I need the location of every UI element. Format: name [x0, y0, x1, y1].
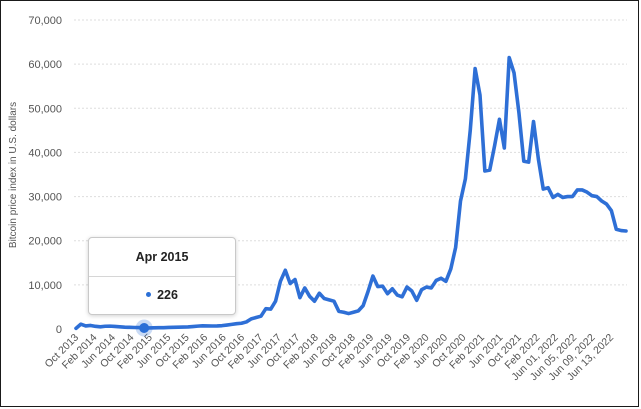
- y-tick-label: 50,000: [28, 103, 62, 115]
- y-tick-label: 70,000: [28, 15, 62, 27]
- y-tick-label: 40,000: [28, 147, 62, 159]
- y-axis-ticks: 0 10,000 20,000 30,000 40,000 50,000 60,000 70,…: [28, 15, 62, 336]
- y-tick-label: 30,000: [28, 192, 62, 204]
- tooltip-title: Apr 2015: [89, 238, 235, 277]
- y-axis-label: Bitcoin price index in U.S. dollars: [8, 102, 19, 248]
- y-tick-label: 20,000: [28, 236, 62, 248]
- highlight-marker-group: [135, 319, 153, 337]
- data-tooltip: Apr 2015 226: [88, 237, 236, 315]
- highlight-point[interactable]: [139, 323, 150, 334]
- y-tick-label: 10,000: [28, 280, 62, 292]
- y-tick-label: 0: [56, 324, 62, 336]
- series-dot-icon: [146, 292, 152, 298]
- tooltip-row: 226: [89, 277, 235, 314]
- tooltip-value: 226: [157, 288, 178, 302]
- y-tick-label: 60,000: [28, 59, 62, 71]
- series-line: [74, 55, 628, 331]
